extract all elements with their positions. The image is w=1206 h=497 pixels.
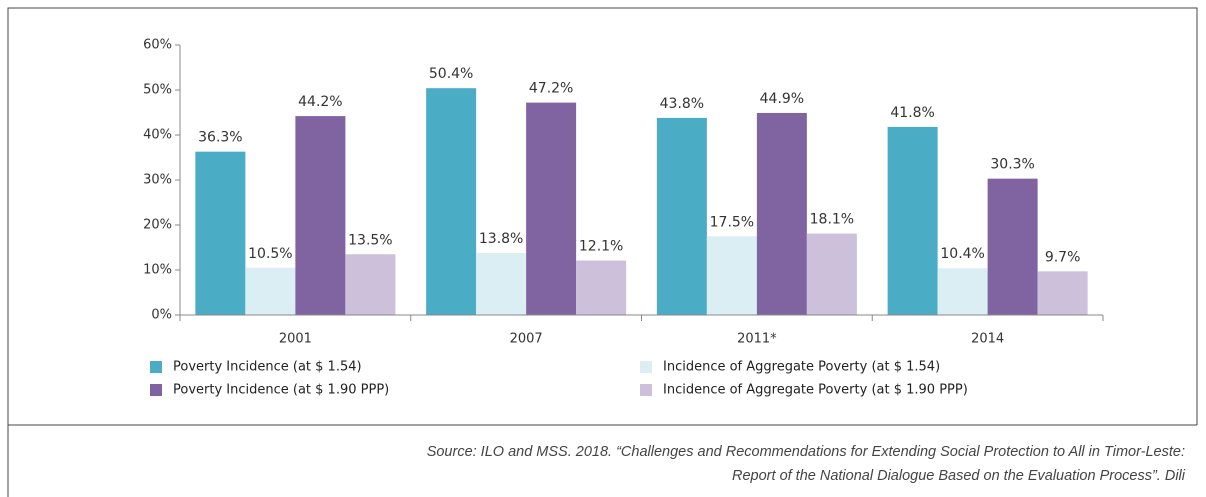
bar bbox=[806, 233, 857, 315]
legend-label: Incidence of Aggregate Poverty (at $ 1.9… bbox=[663, 383, 968, 398]
value-label: 47.2% bbox=[529, 81, 573, 97]
bar bbox=[295, 116, 346, 315]
legend-swatch bbox=[640, 384, 652, 396]
bar bbox=[937, 268, 988, 315]
bar bbox=[987, 178, 1038, 315]
legend-label: Poverty Incidence (at $ 1.54) bbox=[173, 360, 362, 375]
bar bbox=[887, 126, 938, 316]
y-tick-label: 20% bbox=[143, 218, 172, 233]
value-label: 44.2% bbox=[298, 94, 342, 110]
y-tick-label: 50% bbox=[143, 83, 172, 98]
legend-label: Poverty Incidence (at $ 1.90 PPP) bbox=[173, 383, 389, 398]
value-label: 41.8% bbox=[890, 105, 934, 121]
bar bbox=[656, 117, 707, 316]
legend-swatch bbox=[150, 384, 162, 396]
source-line: Report of the National Dialogue Based on… bbox=[732, 468, 1186, 484]
legend-label: Incidence of Aggregate Poverty (at $ 1.5… bbox=[663, 360, 940, 375]
value-label: 18.1% bbox=[810, 212, 854, 228]
bar bbox=[526, 102, 577, 315]
source-line: Source: ILO and MSS. 2018. “Challenges a… bbox=[427, 444, 1185, 460]
x-tick-label: 2011* bbox=[737, 332, 777, 347]
y-tick-label: 0% bbox=[151, 308, 172, 323]
value-label: 17.5% bbox=[710, 214, 754, 230]
y-tick-label: 10% bbox=[143, 263, 172, 278]
x-tick-label: 2001 bbox=[279, 332, 312, 347]
value-label: 13.5% bbox=[348, 232, 392, 248]
y-tick-label: 40% bbox=[143, 128, 172, 143]
legend-swatch bbox=[640, 361, 652, 373]
bar bbox=[345, 254, 396, 315]
bar bbox=[1037, 271, 1088, 315]
value-label: 50.4% bbox=[429, 66, 473, 82]
y-tick-label: 60% bbox=[143, 38, 172, 53]
value-label: 36.3% bbox=[198, 130, 242, 146]
value-label: 13.8% bbox=[479, 231, 523, 247]
legend-swatch bbox=[150, 361, 162, 373]
y-tick-label: 30% bbox=[143, 173, 172, 188]
frame bbox=[7, 7, 1198, 497]
value-label: 12.1% bbox=[579, 239, 623, 255]
value-label: 43.8% bbox=[660, 96, 704, 112]
value-label: 30.3% bbox=[990, 157, 1034, 173]
value-label: 44.9% bbox=[760, 91, 804, 107]
bar bbox=[576, 260, 627, 315]
bar bbox=[245, 267, 296, 315]
value-label: 10.5% bbox=[248, 246, 292, 262]
bar bbox=[195, 151, 246, 315]
value-label: 9.7% bbox=[1045, 249, 1081, 265]
x-tick-label: 2014 bbox=[971, 332, 1004, 347]
bar bbox=[426, 88, 477, 315]
bar bbox=[476, 252, 527, 315]
value-label: 10.4% bbox=[940, 246, 984, 262]
bar bbox=[756, 112, 807, 315]
x-tick-label: 2007 bbox=[510, 332, 543, 347]
bar bbox=[706, 236, 757, 315]
